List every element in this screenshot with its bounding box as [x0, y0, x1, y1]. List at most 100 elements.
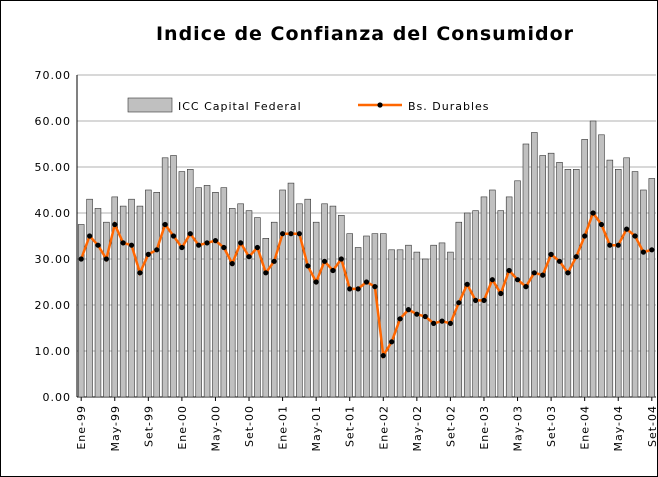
bar	[195, 187, 202, 398]
bar	[497, 210, 504, 398]
bar	[270, 221, 278, 398]
marker	[313, 279, 319, 285]
marker	[514, 277, 521, 283]
marker	[573, 254, 579, 260]
bar	[422, 258, 429, 398]
marker	[405, 307, 412, 313]
marker	[305, 263, 311, 269]
marker	[506, 267, 512, 274]
marker	[288, 231, 294, 237]
marker	[372, 284, 378, 290]
bar	[489, 189, 496, 398]
marker	[137, 270, 143, 276]
marker	[607, 242, 613, 248]
y-tick-label: 30.00	[35, 253, 72, 266]
marker	[624, 226, 630, 232]
x-tick-label: Set-03	[545, 405, 558, 447]
marker	[187, 231, 193, 237]
marker	[598, 221, 605, 228]
legend-marker	[377, 102, 383, 108]
bar	[287, 182, 295, 398]
bar	[321, 203, 328, 398]
bar	[371, 233, 379, 398]
marker	[389, 339, 395, 345]
bar	[615, 169, 622, 398]
x-tick-label: Set-01	[344, 405, 357, 447]
marker	[112, 221, 118, 228]
bar	[312, 221, 320, 398]
bar	[212, 192, 219, 398]
bar	[606, 159, 614, 398]
bar	[161, 157, 169, 398]
bar	[111, 196, 118, 398]
marker	[78, 256, 84, 262]
marker	[363, 279, 370, 285]
marker	[145, 251, 151, 257]
x-tick-label: Ene-02	[377, 405, 390, 450]
marker	[397, 316, 403, 322]
bar	[220, 187, 228, 398]
marker	[95, 242, 101, 248]
y-tick-label: 70.00	[35, 69, 72, 82]
bar	[472, 210, 479, 398]
marker	[338, 256, 344, 262]
marker	[472, 297, 479, 303]
bar	[262, 238, 270, 398]
marker	[632, 233, 638, 239]
marker	[254, 244, 261, 251]
marker	[229, 261, 235, 267]
marker	[540, 272, 546, 278]
marker	[128, 242, 135, 248]
marker	[330, 267, 336, 274]
bar	[279, 189, 286, 398]
marker	[439, 318, 445, 324]
marker	[456, 300, 462, 306]
marker	[204, 240, 210, 246]
bar	[296, 203, 303, 398]
marker	[649, 247, 655, 253]
x-tick-label: Ene-01	[277, 405, 290, 450]
marker	[179, 244, 185, 251]
x-tick-label: Ene-99	[75, 405, 88, 450]
bar	[128, 198, 135, 398]
marker	[170, 233, 177, 239]
marker	[523, 284, 529, 290]
marker	[447, 320, 454, 326]
marker	[464, 281, 470, 287]
bar	[480, 196, 488, 398]
legend-label: Bs. Durables	[408, 100, 490, 113]
bar	[598, 134, 605, 398]
bar	[77, 224, 85, 398]
x-tick-label: Set-02	[444, 405, 457, 447]
marker	[640, 249, 647, 255]
x-tick-label: Ene-00	[176, 405, 189, 450]
chart-title: Indice de Confianza del Consumidor	[156, 23, 574, 45]
bar	[556, 162, 563, 398]
marker	[246, 254, 252, 260]
y-tick-label: 0.00	[43, 391, 72, 404]
marker	[531, 270, 537, 276]
bar	[648, 178, 656, 398]
marker	[481, 297, 487, 303]
x-tick-label: Set-04	[646, 405, 658, 447]
marker	[271, 258, 277, 264]
x-tick-label: Set-99	[142, 405, 155, 447]
marker	[498, 290, 504, 297]
bar	[329, 205, 337, 398]
marker	[103, 256, 109, 262]
marker	[238, 240, 244, 246]
bar	[254, 217, 261, 398]
bar	[380, 233, 387, 398]
bar	[237, 203, 244, 398]
y-tick-label: 20.00	[35, 299, 72, 312]
bar	[581, 139, 588, 398]
bar	[203, 185, 211, 398]
bar	[405, 244, 412, 398]
y-tick-label: 40.00	[35, 207, 72, 220]
y-tick-label: 10.00	[35, 345, 72, 358]
bar	[170, 155, 177, 398]
bar	[388, 249, 395, 398]
x-tick-label: Set-00	[243, 405, 256, 447]
marker	[556, 258, 563, 264]
marker	[489, 277, 495, 283]
